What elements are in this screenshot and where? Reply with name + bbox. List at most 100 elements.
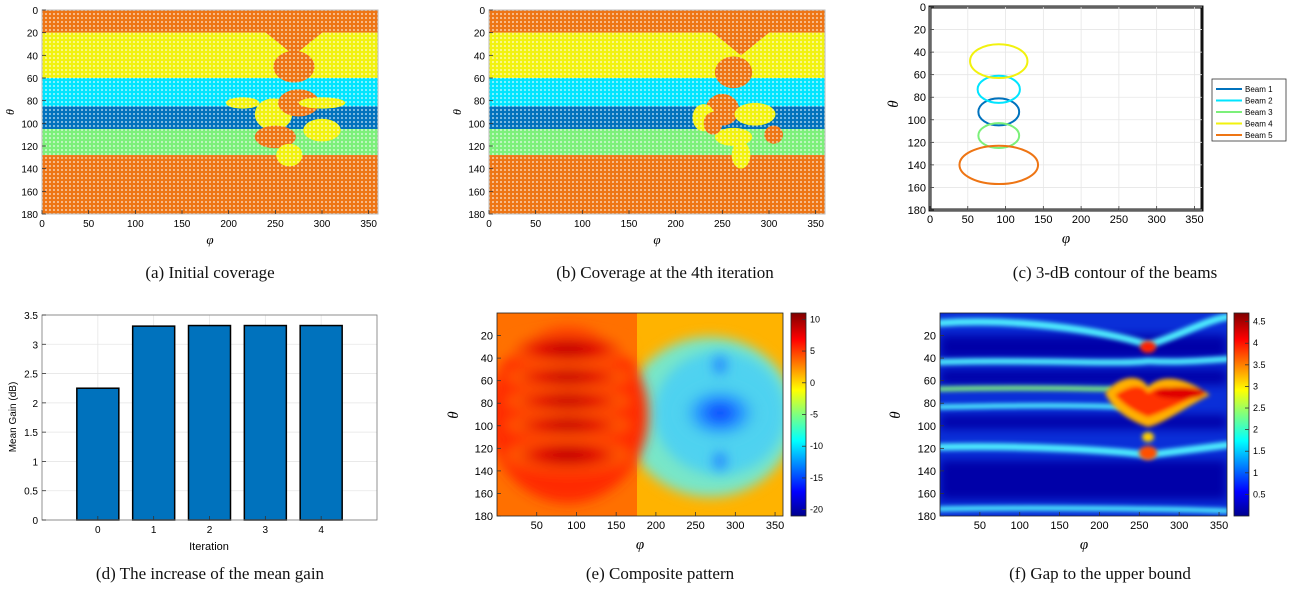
y-tick-label: 140 [918, 466, 936, 478]
caption-d: (d) The increase of the mean gain [95, 564, 325, 583]
y-tick-label: 60 [481, 376, 493, 388]
x-tick-label: 50 [962, 214, 974, 226]
contour-beam-4 [969, 43, 1029, 80]
x-tick-label: 200 [647, 520, 665, 532]
y-tick-label: 180 [475, 511, 493, 523]
y-tick-label: 20 [481, 331, 493, 343]
colorbar-tick-label: 0.5 [1253, 489, 1266, 499]
y-tick-label: 40 [924, 353, 936, 365]
heatmap-f [940, 313, 1227, 516]
x-tick-label: 0 [95, 525, 101, 536]
x-tick-label: 1 [151, 525, 157, 536]
y-axis-label: θ [888, 411, 904, 419]
y-tick-label: 180 [21, 210, 38, 221]
y-tick-label: 120 [908, 137, 926, 149]
y-tick-label: 140 [908, 160, 926, 172]
legend-label: Beam 3 [1245, 108, 1273, 117]
y-axis-label: θ [3, 109, 17, 115]
colorbar-tick-label: 4 [1253, 338, 1258, 348]
y-tick-label: 80 [914, 92, 926, 104]
x-axis-label: φ [636, 537, 644, 553]
x-tick-label: 350 [360, 219, 377, 230]
y-tick-label: 180 [908, 205, 926, 217]
y-tick-label: 0 [32, 516, 38, 527]
x-tick-label: 150 [1050, 520, 1068, 532]
x-tick-label: 150 [621, 219, 638, 230]
colorbar-tick-label: -20 [810, 505, 823, 515]
x-tick-label: 250 [714, 219, 731, 230]
legend-label: Beam 4 [1245, 120, 1273, 129]
heatmap-e [497, 313, 783, 516]
y-tick-label: 160 [918, 488, 936, 500]
x-tick-label: 250 [1130, 520, 1148, 532]
y-tick-label: 60 [924, 376, 936, 388]
y-tick-label: 40 [474, 51, 486, 62]
x-axis-label: φ [1062, 231, 1070, 247]
chart-b: 0 50 100 150 200 250 300 350 0 20 40 60 80 100 120 140 1… [450, 6, 826, 247]
y-tick-label: 160 [468, 187, 485, 198]
x-tick-label: 4 [318, 525, 324, 536]
y-tick-label: 120 [918, 443, 936, 455]
colorbar-tick-label: 2.5 [1253, 403, 1266, 413]
y-tick-label: 160 [475, 488, 493, 500]
y-tick-label: 40 [27, 51, 39, 62]
colorbar-tick-label: 10 [810, 314, 820, 324]
y-tick-label: 60 [27, 74, 39, 85]
x-tick-label: 200 [667, 219, 684, 230]
x-axis-label: φ [1080, 537, 1088, 553]
x-tick-label: 50 [531, 520, 543, 532]
y-tick-label: 60 [474, 74, 486, 85]
x-tick-label: 200 [1090, 520, 1108, 532]
colorbar-tick-label: 1.5 [1253, 446, 1266, 456]
colorbar-tick-label: -10 [810, 441, 823, 451]
y-tick-label: 40 [481, 353, 493, 365]
contour-beam-2 [976, 74, 1021, 104]
y-tick-label: 20 [27, 29, 39, 40]
y-tick-label: 100 [468, 119, 485, 130]
y-tick-label: 120 [21, 142, 38, 153]
y-axis-label: θ [446, 411, 462, 419]
y-tick-label: 100 [21, 119, 38, 130]
y-tick-label: 140 [21, 165, 38, 176]
chart-c: 0 50 100 150 200 250 300 350 0 20 40 60 80 100 120 140 1… [886, 2, 1287, 247]
y-tick-label: 20 [914, 25, 926, 37]
y-tick-label: 80 [924, 398, 936, 410]
x-tick-label: 0 [486, 219, 492, 230]
x-tick-label: 300 [314, 219, 331, 230]
caption-c: (c) 3-dB contour of the beams [1012, 263, 1218, 282]
y-tick-label: 100 [918, 421, 936, 433]
y-tick-label: 0.5 [24, 487, 38, 498]
legend-label: Beam 5 [1245, 131, 1273, 140]
x-tick-label: 250 [1110, 214, 1128, 226]
colorbar-tick-label: 4.5 [1253, 317, 1266, 327]
x-tick-label: 50 [974, 520, 986, 532]
x-tick-label: 100 [996, 214, 1014, 226]
x-axis-label: Iteration [189, 541, 229, 553]
colorbar-tick-label: 2 [1253, 425, 1258, 435]
colorbar-tick-label: -15 [810, 473, 823, 483]
x-tick-label: 50 [83, 219, 95, 230]
y-tick-label: 100 [908, 115, 926, 127]
caption-b: (b) Coverage at the 4th iteration [556, 263, 774, 282]
plot-area-a [41, 9, 379, 215]
x-tick-label: 350 [807, 219, 824, 230]
x-tick-label: 150 [607, 520, 625, 532]
bar-3 [243, 324, 288, 521]
x-tick-label: 250 [267, 219, 284, 230]
y-tick-label: 140 [468, 165, 485, 176]
caption-a: (a) Initial coverage [145, 263, 275, 282]
chart-e: 50 100 150 200 250 300 35020406080100120140160… [446, 312, 823, 553]
y-axis-label: Mean Gain (dB) [8, 382, 19, 453]
y-tick-label: 180 [918, 511, 936, 523]
x-tick-label: 150 [1034, 214, 1052, 226]
y-tick-label: 1.5 [24, 428, 38, 439]
x-tick-label: 300 [1147, 214, 1165, 226]
contour-beam-3 [977, 122, 1021, 149]
x-tick-label: 100 [567, 520, 585, 532]
x-tick-label: 250 [686, 520, 704, 532]
colorbar-tick-label: 1 [1253, 468, 1258, 478]
y-tick-label: 2 [32, 399, 38, 410]
x-tick-label: 2 [207, 525, 213, 536]
y-tick-label: 80 [481, 398, 493, 410]
y-tick-label: 40 [914, 47, 926, 59]
